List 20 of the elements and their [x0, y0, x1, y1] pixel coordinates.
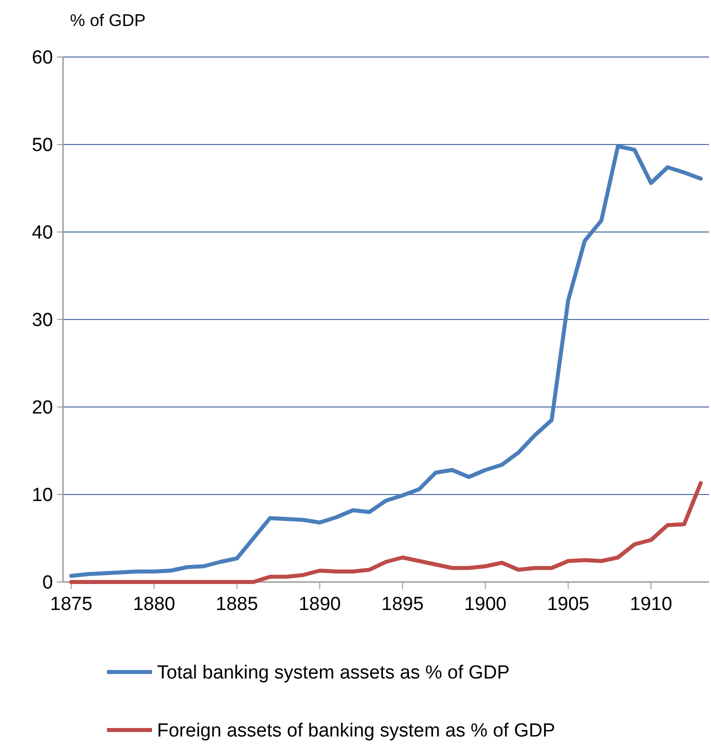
x-tick-label: 1905: [547, 594, 590, 615]
x-tick-label: 1885: [216, 594, 258, 615]
y-tick-label: 50: [32, 135, 53, 156]
y-tick-label: 10: [32, 485, 53, 506]
y-tick-label: 30: [32, 310, 53, 332]
y-axis-title: % of GDP: [70, 11, 146, 30]
x-tick-label: 1875: [50, 594, 92, 615]
line-series: [69, 144, 703, 578]
y-tick-label: 0: [42, 572, 53, 594]
legend-label: Total banking system assets as % of GDP: [157, 662, 510, 684]
y-tick-label: 20: [32, 398, 53, 419]
x-tick-label: 1900: [464, 594, 507, 615]
y-tick-label: 60: [32, 48, 53, 69]
line-series: [69, 481, 703, 584]
x-tick-label: 1890: [298, 594, 341, 615]
x-tick-label: 1880: [132, 594, 176, 615]
y-tick-label: 40: [32, 222, 53, 244]
legend-label: Foreign assets of banking system as % of GDP: [157, 720, 556, 742]
x-tick-label: 1895: [381, 594, 424, 615]
x-tick-label: 1910: [630, 594, 672, 615]
